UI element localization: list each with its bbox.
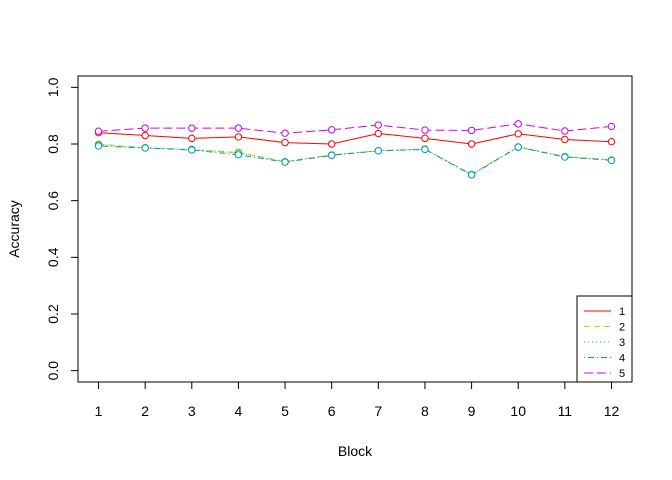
data-point [514,143,522,151]
data-point [327,126,336,134]
series-3 [94,141,616,179]
series-5 [94,120,616,137]
x-tick-label: 10 [510,403,526,419]
data-point [374,121,383,129]
series-line [98,143,612,175]
data-point [607,122,616,131]
data-point [467,140,476,148]
series-line [98,132,612,145]
data-point [561,135,569,144]
data-point [421,134,429,143]
data-point [234,151,243,159]
data-point [281,129,289,137]
x-tick-label: 9 [468,403,476,419]
legend-label: 1 [619,306,625,318]
y-tick-label: 0.2 [45,304,61,324]
data-point [141,131,149,140]
data-point [561,153,569,161]
data-point [94,127,103,135]
y-tick-label: 0.8 [45,134,61,154]
data-point [467,126,476,135]
x-tick-label: 7 [374,403,382,419]
data-point [327,140,336,148]
x-tick-label: 4 [235,403,243,419]
data-point [188,146,196,154]
data-point [188,124,196,132]
y-tick-label: 0.4 [45,247,61,267]
series-1 [94,128,616,148]
data-point [234,133,243,141]
series-2 [94,140,616,179]
series-4 [94,142,616,179]
series-layer [94,120,616,179]
y-axis: 0.0 0.2 0.4 0.6 0.8 1.0 [45,77,79,381]
x-axis: 1 2 3 4 5 6 7 8 9 10 11 12 [95,381,620,419]
y-tick-label: 0.0 [45,361,61,381]
data-point [374,129,383,138]
y-tick-label: 0.6 [45,191,61,211]
legend-label: 2 [619,322,625,334]
x-tick-label: 8 [421,403,429,419]
legend-label: 3 [619,337,625,349]
data-point [561,127,569,135]
data-point [467,171,476,179]
legend-label: 5 [619,368,625,380]
data-point [421,145,429,154]
data-point [281,138,289,147]
x-tick-label: 2 [141,403,149,419]
y-axis-label: Accuracy [6,200,22,258]
series-line [98,144,612,176]
data-point [374,147,383,155]
legend-label: 4 [619,353,625,365]
data-point [607,138,616,146]
data-point [94,142,103,150]
x-axis-label: Block [338,443,373,459]
x-tick-label: 11 [558,403,573,419]
data-point [281,158,289,166]
x-tick-label: 3 [188,403,196,419]
series-line [98,145,612,176]
data-point [188,134,196,143]
data-point [234,124,243,132]
x-tick-label: 5 [281,403,289,419]
legend-box [576,295,633,383]
x-tick-label: 1 [95,403,103,419]
data-point [141,144,149,152]
x-tick-label: 6 [328,403,336,419]
x-tick-label: 12 [604,403,620,419]
data-point [141,124,149,132]
data-point [607,156,616,165]
data-point [421,126,429,134]
series-line [98,123,612,134]
y-tick-label: 1.0 [45,77,61,97]
data-point [514,120,522,128]
plot-frame [77,75,633,383]
data-point [514,130,522,138]
data-point [327,151,336,160]
legend: 1 2 3 4 5 [576,295,633,383]
